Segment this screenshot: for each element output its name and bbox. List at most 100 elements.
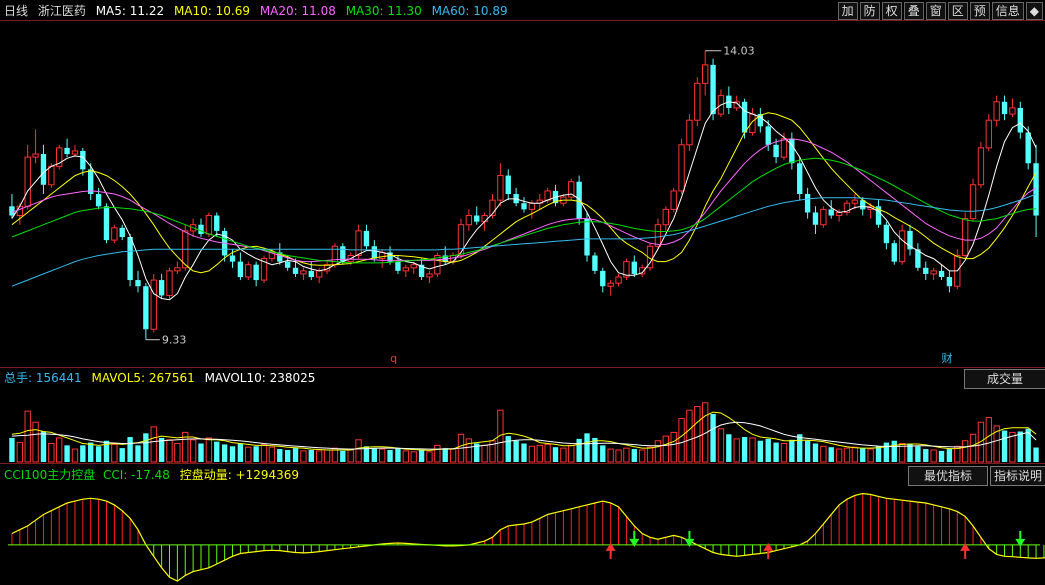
- volume-bar: [726, 434, 732, 462]
- candle-body: [828, 209, 834, 216]
- stock-name: 浙江医药: [37, 4, 86, 18]
- candle-body: [592, 255, 598, 271]
- volume-bar: [592, 437, 598, 462]
- volume-bar: [253, 446, 259, 462]
- candle-body: [426, 273, 433, 278]
- volume-bar: [80, 445, 86, 462]
- candle-body: [749, 113, 756, 134]
- candle-body: [505, 175, 511, 194]
- candle-body: [198, 224, 204, 234]
- volume-bar: [127, 437, 133, 462]
- candle-body: [237, 261, 244, 277]
- candle-body: [205, 215, 213, 235]
- candle-body: [71, 150, 79, 155]
- volume-bar: [418, 449, 425, 462]
- candle-body: [938, 270, 945, 277]
- mavol5-label: MAVOL5: 267561: [91, 371, 195, 385]
- volume-bar: [371, 448, 377, 462]
- event-marker-q: q: [390, 352, 397, 365]
- volume-bar: [757, 440, 764, 462]
- volume-bar: [623, 447, 630, 463]
- toolbar-info-button[interactable]: 信息: [991, 2, 1024, 20]
- cci-panel[interactable]: [8, 492, 1045, 582]
- volume-bar: [1033, 447, 1039, 462]
- volume-bar: [552, 447, 559, 462]
- volume-bar: [355, 439, 362, 463]
- candle-body: [80, 150, 86, 170]
- volume-bar: [765, 438, 771, 462]
- candle-body: [584, 218, 590, 256]
- volume-bar: [875, 446, 882, 462]
- ma20-label: MA20: 11.08: [259, 4, 336, 18]
- candle-body: [1033, 163, 1039, 216]
- volume-bar: [198, 443, 204, 462]
- volume-bar: [245, 446, 252, 463]
- volume-bar: [843, 447, 851, 463]
- period-label[interactable]: 日线: [4, 4, 29, 18]
- ma30-label: MA30: 11.30: [345, 4, 422, 18]
- candle-body: [457, 224, 465, 256]
- candle-body: [268, 251, 276, 260]
- candle-body: [410, 264, 417, 269]
- toolbar: 加 防 权 叠 窗 区 预 信息 ◆: [837, 2, 1043, 20]
- cci-line: [11, 492, 1045, 582]
- candle-body: [576, 181, 582, 219]
- candle-body: [631, 261, 637, 274]
- volume-bar: [402, 450, 410, 463]
- candle-body: [340, 246, 346, 262]
- candle-body: [702, 64, 709, 84]
- candle-body: [292, 267, 299, 274]
- toolbar-alert-button[interactable]: 预: [969, 2, 990, 20]
- candle-body: [923, 267, 929, 274]
- candle-body: [489, 199, 496, 217]
- toolbar-range-button[interactable]: 区: [947, 2, 968, 20]
- candle-body: [308, 270, 314, 277]
- volume-bar: [812, 443, 819, 462]
- volume-bar: [426, 451, 433, 463]
- candle-body: [820, 208, 827, 226]
- volume-bar: [969, 433, 977, 463]
- best-indicator-tab[interactable]: 最优指标: [908, 466, 988, 486]
- candle-body: [214, 215, 220, 231]
- candle-body: [127, 237, 133, 281]
- volume-bar: [143, 433, 149, 462]
- toolbar-diamond-icon[interactable]: ◆: [1025, 2, 1043, 20]
- mavol5-line: [11, 411, 1037, 451]
- volume-bar: [505, 436, 511, 462]
- volume-bar: [733, 438, 740, 463]
- toolbar-window-button[interactable]: 窗: [925, 2, 946, 20]
- volume-tab[interactable]: 成交量: [964, 369, 1045, 389]
- candle-body: [174, 267, 181, 272]
- volume-bar: [923, 449, 929, 462]
- volume-bar: [828, 447, 834, 462]
- candle-body: [387, 252, 393, 262]
- candle-body: [1017, 107, 1023, 133]
- candle-body: [977, 147, 985, 186]
- toolbar-defense-button[interactable]: 防: [859, 2, 880, 20]
- candle-body: [898, 230, 906, 263]
- candle-body: [780, 138, 788, 158]
- candle-body: [48, 165, 55, 186]
- candle-body: [481, 215, 488, 223]
- candle-body: [521, 203, 527, 210]
- volume-panel[interactable]: [9, 402, 1039, 463]
- candle-body: [150, 279, 157, 330]
- volume-bar: [797, 434, 803, 462]
- toolbar-overlay-button[interactable]: 叠: [903, 2, 924, 20]
- ma-line-ma60: [11, 193, 1037, 287]
- volume-bar: [710, 413, 716, 462]
- indicator-help-tab[interactable]: 指标说明: [990, 466, 1045, 486]
- ma60-label: MA60: 10.89: [431, 4, 508, 18]
- toolbar-add-button[interactable]: 加: [837, 2, 858, 20]
- toolbar-rights-button[interactable]: 权: [881, 2, 902, 20]
- volume-bar: [9, 437, 15, 462]
- signal-arrow-down-icon: [684, 538, 695, 547]
- candle-body: [1001, 101, 1008, 115]
- volume-total-label: 总手: 156441: [4, 371, 82, 385]
- candle-body: [434, 254, 441, 275]
- price-panel[interactable]: 14.03 9.33 q 财: [9, 45, 1039, 365]
- volume-bar: [741, 437, 748, 462]
- candle-body: [465, 215, 473, 226]
- volume-bar: [835, 448, 843, 463]
